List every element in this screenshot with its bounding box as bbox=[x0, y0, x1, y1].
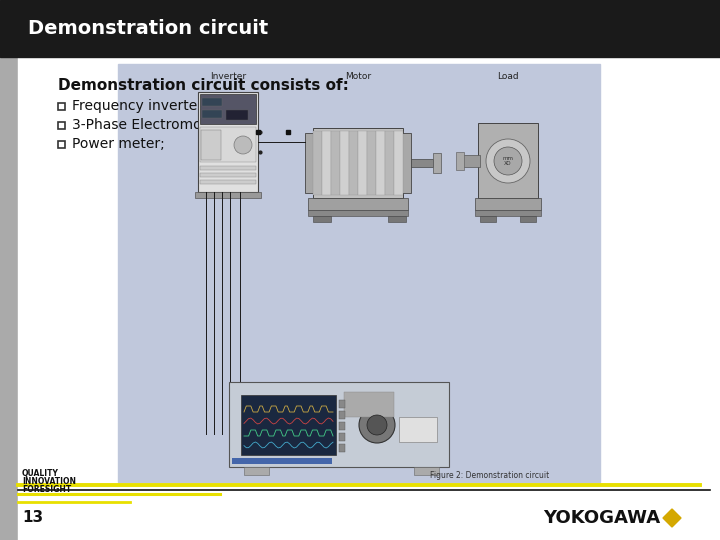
Bar bbox=[322, 131, 330, 195]
Text: Load: Load bbox=[498, 72, 519, 81]
Bar bbox=[339, 422, 345, 430]
Bar bbox=[411, 159, 433, 167]
Text: INNOVATION: INNOVATION bbox=[22, 477, 76, 486]
Bar bbox=[202, 98, 222, 106]
Text: 13: 13 bbox=[22, 510, 43, 525]
Bar bbox=[200, 173, 256, 177]
Bar bbox=[475, 198, 541, 210]
Bar bbox=[349, 131, 358, 195]
Polygon shape bbox=[663, 509, 681, 527]
Bar bbox=[0, 0, 18, 540]
Text: 3-Phase Electromotor;: 3-Phase Electromotor; bbox=[72, 118, 226, 132]
Bar bbox=[520, 216, 536, 222]
Text: Frequency inverter;: Frequency inverter; bbox=[72, 99, 207, 113]
Bar bbox=[58, 141, 65, 148]
Bar bbox=[118, 64, 600, 482]
Text: Demonstration circuit: Demonstration circuit bbox=[28, 19, 269, 38]
Bar bbox=[456, 152, 464, 170]
Bar bbox=[339, 433, 345, 441]
Text: Power meter;: Power meter; bbox=[72, 137, 165, 151]
Bar bbox=[0, 0, 720, 57]
Bar bbox=[344, 392, 394, 417]
Bar bbox=[385, 131, 394, 195]
Bar bbox=[480, 216, 496, 222]
Bar bbox=[367, 131, 376, 195]
Bar bbox=[232, 458, 332, 464]
Text: QUALITY: QUALITY bbox=[22, 469, 59, 478]
Bar bbox=[226, 110, 248, 120]
Bar bbox=[313, 128, 403, 198]
Bar bbox=[313, 216, 331, 222]
Bar bbox=[58, 103, 65, 110]
Circle shape bbox=[234, 136, 252, 154]
Text: mm
XO: mm XO bbox=[503, 156, 513, 166]
Bar bbox=[414, 467, 439, 475]
Bar bbox=[399, 417, 437, 442]
Bar bbox=[388, 216, 406, 222]
Bar bbox=[376, 131, 384, 195]
Text: FORESIGHT: FORESIGHT bbox=[22, 485, 71, 494]
Bar bbox=[475, 210, 541, 216]
Text: Inverter: Inverter bbox=[210, 72, 246, 81]
Bar bbox=[462, 155, 480, 167]
Bar bbox=[198, 92, 258, 192]
Bar bbox=[308, 198, 408, 210]
Bar bbox=[358, 131, 366, 195]
Bar bbox=[244, 467, 269, 475]
Bar bbox=[313, 131, 322, 195]
Text: Figure 2: Demonstration circuit: Figure 2: Demonstration circuit bbox=[431, 471, 549, 480]
Text: Demonstration circuit consists of:: Demonstration circuit consists of: bbox=[58, 78, 349, 93]
Bar bbox=[340, 131, 348, 195]
Bar bbox=[339, 411, 345, 419]
Bar bbox=[200, 94, 256, 124]
Bar bbox=[401, 133, 411, 193]
Bar bbox=[305, 133, 315, 193]
Bar bbox=[58, 122, 65, 129]
Bar bbox=[200, 166, 256, 170]
Bar bbox=[331, 131, 340, 195]
Bar bbox=[195, 192, 261, 198]
Bar bbox=[241, 395, 336, 455]
Circle shape bbox=[367, 415, 387, 435]
Circle shape bbox=[494, 147, 522, 175]
Bar bbox=[200, 180, 256, 184]
Text: YOKOGAWA: YOKOGAWA bbox=[543, 509, 660, 527]
Circle shape bbox=[359, 407, 395, 443]
Bar bbox=[478, 123, 538, 198]
Bar bbox=[201, 130, 221, 160]
Bar bbox=[339, 400, 345, 408]
Text: Motor: Motor bbox=[345, 72, 371, 81]
Bar bbox=[229, 382, 449, 467]
Bar bbox=[433, 153, 441, 173]
Bar bbox=[202, 110, 222, 118]
Bar bbox=[339, 444, 345, 452]
Bar bbox=[394, 131, 402, 195]
Bar bbox=[200, 127, 256, 162]
Circle shape bbox=[486, 139, 530, 183]
Bar bbox=[308, 210, 408, 216]
